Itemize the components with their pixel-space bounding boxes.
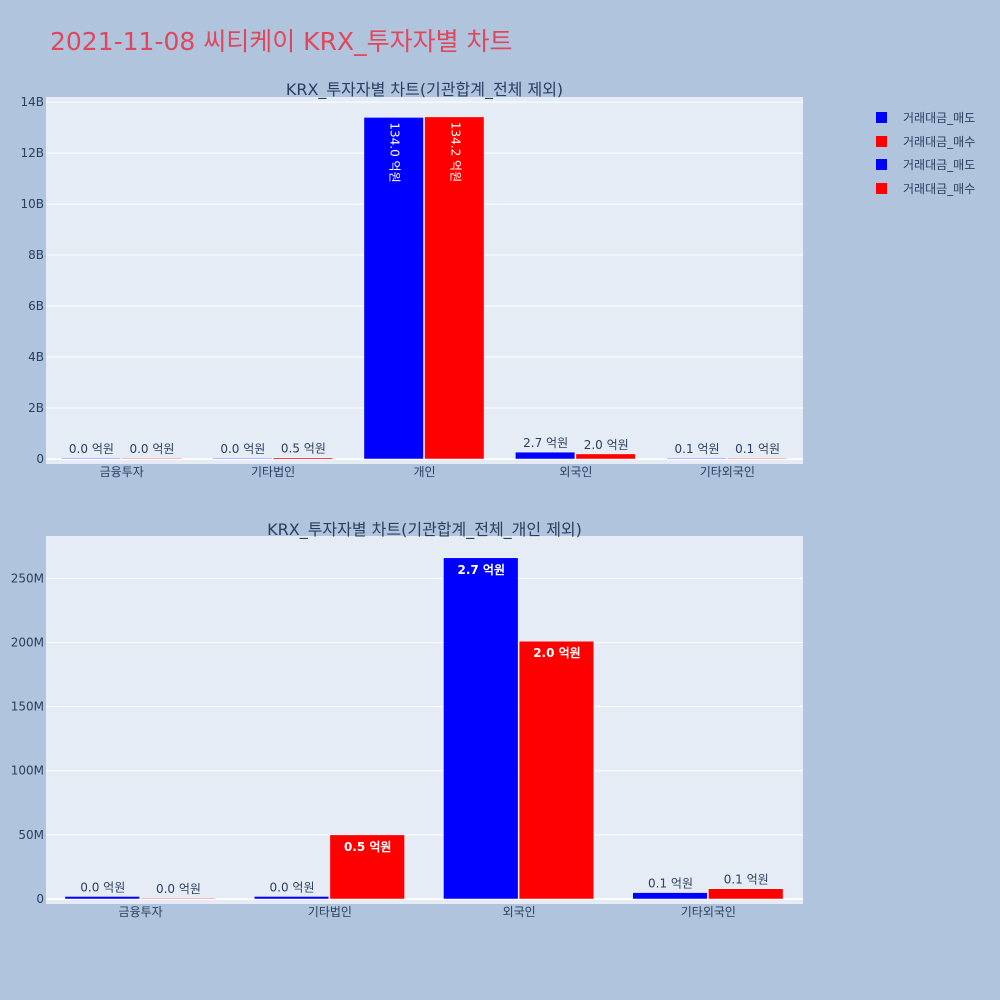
data-label: 0.0 억원 [69, 442, 114, 456]
y-tick-label: 100M [11, 764, 44, 778]
x-tick-label: 기타외국인 [681, 905, 736, 919]
legend-item-buy-1[interactable]: 거래대금_매수 [876, 130, 975, 154]
plot-area [46, 536, 803, 904]
bar-buy [518, 640, 595, 900]
x-tick-label: 기타법인 [251, 465, 295, 479]
data-label: 134.2 억원 [448, 122, 462, 182]
legend-label: 거래대금_매수 [903, 181, 976, 196]
y-tick-label: 200M [11, 635, 44, 649]
bar-sell [212, 457, 273, 460]
chart-title: KRX_투자자별 차트(기관합계_전체 제외) [286, 80, 563, 100]
data-label: 134.0 억원 [388, 122, 402, 182]
chart-2: 0 50M 100M 150M 200M 250M KRX_투자자별 차트(기관합계_전체_… [11, 520, 803, 919]
data-label: 0.5 억원 [344, 840, 392, 854]
y-tick-label: 4B [28, 350, 44, 364]
y-tick-label: 8B [28, 248, 44, 262]
data-label: 0.1 억원 [735, 442, 780, 456]
chart-title: KRX_투자자별 차트(기관합계_전체_개인 제외) [267, 520, 582, 540]
bar-buy [121, 457, 182, 460]
data-label: 0.0 억원 [80, 880, 125, 894]
legend-item-buy-2[interactable]: 거래대금_매수 [876, 177, 975, 201]
legend-item-sell-2[interactable]: 거래대금_매도 [876, 153, 975, 177]
x-tick-label: 기타외국인 [700, 465, 755, 479]
data-label: 0.0 억원 [220, 442, 265, 456]
legend-swatch-buy [876, 182, 887, 194]
x-tick-label: 금융투자 [100, 465, 144, 479]
legend[interactable]: 거래대금_매도 거래대금_매수 거래대금_매도 거래대금_매수 [876, 106, 975, 200]
y-tick-label: 150M [11, 700, 44, 714]
y-tick-label: 2B [28, 401, 44, 415]
x-tick-label: 개인 [413, 465, 435, 479]
bar-sell [443, 557, 519, 900]
chart-1: 0 2B 4B 6B 8B 10B 12B 14B KRX_투자자별 차트(기관합계_전체 제외… [20, 80, 803, 479]
legend-label: 거래대금_매도 [903, 111, 976, 126]
y-tick-label: 14B [20, 95, 44, 109]
legend-label: 거래대금_매수 [903, 134, 976, 149]
x-tick-label: 외국인 [503, 905, 536, 919]
bar-sell [60, 457, 121, 460]
bar-buy [329, 834, 405, 900]
bar-buy [140, 897, 216, 900]
x-tick-label: 금융투자 [119, 905, 163, 919]
y-tick-label: 50M [18, 828, 44, 842]
legend-label: 거래대금_매도 [903, 158, 976, 173]
data-label: 2.7 억원 [523, 436, 568, 450]
bar-buy [424, 116, 485, 460]
legend-item-sell-1[interactable]: 거래대금_매도 [876, 106, 975, 130]
data-label: 0.0 억원 [129, 442, 174, 456]
legend-swatch-buy [876, 135, 887, 147]
y-tick-label: 12B [20, 146, 44, 160]
data-label: 0.1 억원 [675, 442, 720, 456]
bar-buy [708, 888, 784, 900]
bar-buy [727, 457, 788, 460]
bar-sell [632, 892, 708, 900]
data-label: 0.5 억원 [281, 442, 326, 456]
bar-sell [64, 896, 140, 900]
data-label: 0.0 억원 [156, 882, 201, 896]
data-label: 2.7 억원 [458, 563, 506, 577]
x-tick-label: 기타법인 [308, 905, 352, 919]
y-tick-label: 0 [36, 892, 44, 906]
legend-swatch-sell [876, 159, 887, 171]
bar-buy [272, 457, 333, 460]
bar-sell [515, 451, 576, 460]
y-tick-label: 10B [20, 197, 44, 211]
y-tick-label: 0 [36, 452, 44, 466]
y-tick-label: 6B [28, 299, 44, 313]
data-label: 0.1 억원 [648, 877, 693, 891]
bar-sell [363, 117, 424, 460]
data-label: 2.0 억원 [533, 646, 581, 660]
y-tick-label: 250M [11, 571, 44, 585]
bar-sell [666, 457, 727, 460]
bar-sell [253, 896, 330, 900]
bar-buy [575, 453, 636, 460]
legend-swatch-sell [876, 112, 887, 124]
data-label: 2.0 억원 [584, 438, 629, 452]
x-tick-label: 외국인 [559, 465, 592, 479]
data-label: 0.0 억원 [270, 880, 315, 894]
page-title: 2021-11-08 씨티케이 KRX_투자자별 차트 [50, 27, 513, 56]
data-label: 0.1 억원 [724, 873, 769, 887]
